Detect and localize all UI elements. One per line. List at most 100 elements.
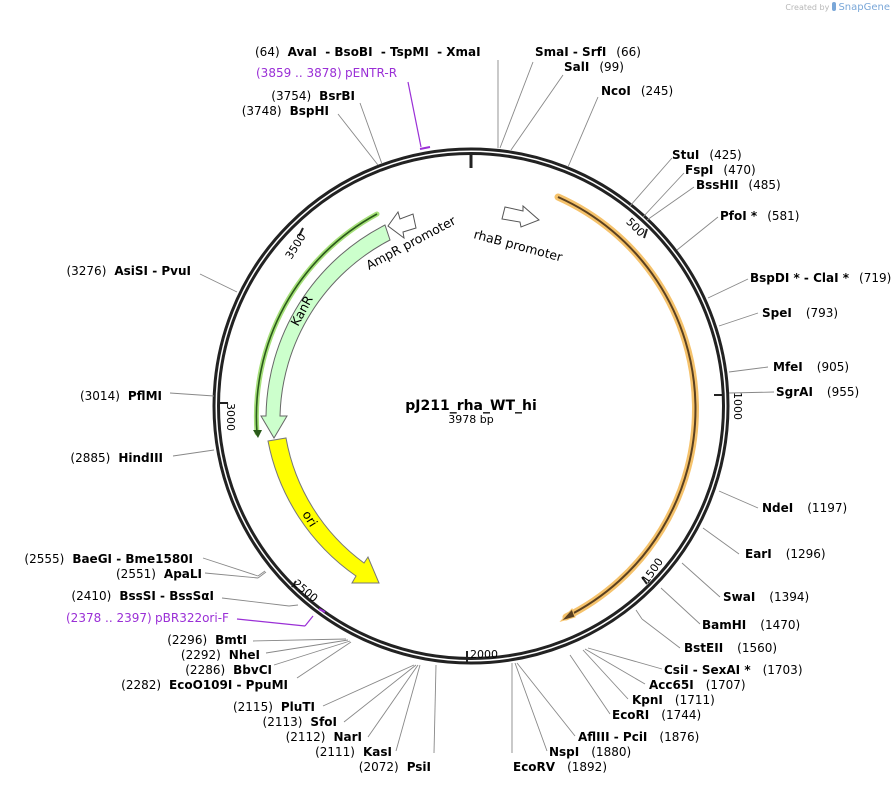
site-bsrbi[interactable]: (3754) BsrBI: [271, 89, 355, 103]
site-ndei[interactable]: NdeI (1197): [762, 501, 847, 515]
svg-text:NcoI(245): NcoI (245): [601, 84, 673, 98]
site-bsshii[interactable]: BssHII (485): [696, 178, 781, 192]
svg-text:(3276)AsiSI - PvuI: (3276) AsiSI - PvuI: [66, 264, 191, 278]
site-psii[interactable]: (2072) PsiI: [359, 760, 431, 774]
site-pluti[interactable]: (2115) PluTI: [233, 700, 315, 714]
svg-text:EcoRV(1892): EcoRV (1892): [513, 760, 607, 774]
site-nspi[interactable]: NspI (1880): [549, 745, 631, 759]
primer-pbr322-range: (2378 .. 2397): [66, 611, 152, 625]
site-sgrai[interactable]: SgrAI (955): [776, 385, 859, 399]
svg-text:(2551)ApaLI: (2551) ApaLI: [116, 567, 202, 581]
site-sali[interactable]: SalI (99): [564, 60, 624, 74]
site-pflmi[interactable]: (3014) PflMI: [80, 389, 162, 403]
svg-text:StuI(425): StuI (425): [672, 148, 742, 162]
tick-2000: 2000: [470, 648, 498, 661]
site-ecorv[interactable]: EcoRV (1892): [513, 760, 607, 774]
svg-text:BspDI * - ClaI *(719): BspDI * - ClaI * (719): [750, 271, 891, 285]
svg-text:(2115)PluTI: (2115) PluTI: [233, 700, 315, 714]
svg-text:SpeI(793): SpeI (793): [762, 306, 838, 320]
svg-text:SwaI(1394): SwaI (1394): [723, 590, 809, 604]
svg-text:MfeI(905): MfeI (905): [773, 360, 849, 374]
primer-pentr-r[interactable]: (3859 .. 3878) pENTR-R: [256, 66, 431, 150]
backbone-ring: [212, 147, 730, 665]
site-sfoi[interactable]: (2113) SfoI: [263, 715, 337, 729]
svg-text:SmaI - SrfI(66): SmaI - SrfI (66): [535, 45, 641, 59]
svg-text:(2112)NarI: (2112) NarI: [286, 730, 362, 744]
svg-text:KpnI(1711): KpnI (1711): [632, 693, 715, 707]
svg-text:PfoI *(581): PfoI * (581): [720, 209, 799, 223]
site-csii-sexai[interactable]: CsiI - SexAI * (1703): [664, 663, 803, 677]
site-smai[interactable]: SmaI - SrfI (66): [535, 45, 641, 59]
site-spei[interactable]: SpeI (793): [762, 306, 838, 320]
site-nari[interactable]: (2112) NarI: [286, 730, 362, 744]
site-avai[interactable]: (64) AvaI - BsoBI - TspMI - XmaI: [255, 45, 481, 59]
svg-text:EcoRI(1744): EcoRI (1744): [612, 708, 701, 722]
plasmid-length: 3978 bp: [448, 413, 493, 426]
site-bsteii[interactable]: BstEII (1560): [684, 641, 777, 655]
svg-text:(2286)BbvCI: (2286) BbvCI: [185, 663, 272, 677]
svg-text:NdeI(1197): NdeI (1197): [762, 501, 847, 515]
site-hindiii[interactable]: (2885) HindIII: [70, 451, 163, 465]
site-stui[interactable]: StuI (425): [672, 148, 742, 162]
site-kpni[interactable]: KpnI (1711): [632, 693, 715, 707]
site-bspdi-clai[interactable]: BspDI * - ClaI * (719): [750, 271, 891, 285]
site-bbvci[interactable]: (2286) BbvCI: [185, 663, 272, 677]
credit-brand: SnapGene: [838, 2, 890, 13]
site-eari[interactable]: EarI (1296): [745, 547, 826, 561]
svg-text:EarI(1296): EarI (1296): [745, 547, 826, 561]
snapgene-logo-icon: [831, 2, 836, 11]
site-apali[interactable]: (2551) ApaLI: [116, 567, 202, 581]
svg-text:FspI(470): FspI (470): [685, 163, 756, 177]
svg-text:(64)AvaI - BsoBI - TspMI -: (64) AvaI - BsoBI - TspMI - XmaI: [255, 45, 481, 59]
rhab-promoter-label: rhaB promoter: [472, 226, 565, 264]
site-asisi-pvui[interactable]: (3276) AsiSI - PvuI: [66, 264, 191, 278]
credit-prefix: Created by: [785, 3, 830, 12]
site-ecori[interactable]: EcoRI (1744): [612, 708, 701, 722]
site-pfoi[interactable]: PfoI * (581): [720, 209, 799, 223]
primer-pbr322ori-f[interactable]: (2378 .. 2397) pBR322ori-F: [66, 608, 326, 627]
svg-text:(2072)PsiI: (2072) PsiI: [359, 760, 431, 774]
svg-text:BamHI(1470): BamHI (1470): [702, 618, 800, 632]
site-mfei[interactable]: MfeI (905): [773, 360, 849, 374]
kanr-outer-arc: [253, 211, 380, 438]
rhaB-cds-arrow[interactable]: [554, 193, 699, 622]
site-ecoo109i-ppumi[interactable]: (2282) EcoO109I - PpuMI: [121, 678, 288, 692]
site-bsphi[interactable]: (3748) BspHI: [242, 104, 329, 118]
site-ncoi[interactable]: NcoI (245): [601, 84, 673, 98]
svg-text:AflIII - PciI(1876): AflIII - PciI (1876): [578, 730, 699, 744]
site-acc65i[interactable]: Acc65I (1707): [649, 678, 746, 692]
svg-text:(2410)BssSI - BssSαI: (2410) BssSI - BssSαI: [71, 589, 214, 603]
svg-text:(3014)PflMI: (3014) PflMI: [80, 389, 162, 403]
svg-text:Acc65I(1707): Acc65I (1707): [649, 678, 746, 692]
site-baegi-bme1580i[interactable]: (2555) BaeGI - Bme1580I: [24, 552, 193, 566]
plasmid-name: pJ211_rha_WT_hi: [405, 398, 537, 414]
tick-3000: 3000: [224, 403, 237, 431]
primer-pbr322-name: pBR322ori-F: [155, 611, 229, 625]
svg-text:(2885)HindIII: (2885) HindIII: [70, 451, 163, 465]
ori-label: ori: [299, 508, 320, 530]
snapgene-credit: Created by SnapGene: [785, 2, 890, 13]
site-leader-lines: [169, 60, 775, 754]
site-bsssi[interactable]: (2410) BssSI - BssSαI: [71, 589, 214, 603]
site-fspi[interactable]: FspI (470): [685, 163, 756, 177]
svg-text:BssHII(485): BssHII (485): [696, 178, 781, 192]
site-swai[interactable]: SwaI (1394): [723, 590, 809, 604]
primer-pentr-r-range: (3859 .. 3878): [256, 66, 342, 80]
svg-text:SgrAI(955): SgrAI (955): [776, 385, 859, 399]
svg-text:NspI(1880): NspI (1880): [549, 745, 631, 759]
svg-text:(2282)EcoO109I - PpuMI: (2282) EcoO109I - PpuMI: [121, 678, 288, 692]
svg-text:CsiI - SexAI *(1703): CsiI - SexAI * (1703): [664, 663, 803, 677]
rhab-promoter-arrow[interactable]: rhaB promoter: [472, 204, 565, 265]
ori-feature[interactable]: ori: [267, 437, 380, 584]
site-afliii-pcii[interactable]: AflIII - PciI (1876): [578, 730, 699, 744]
site-bamhi[interactable]: BamHI (1470): [702, 618, 800, 632]
site-kasi[interactable]: (2111) KasI: [315, 745, 392, 759]
site-nhei[interactable]: (2292) NheI: [181, 648, 260, 662]
site-bmti[interactable]: (2296) BmtI: [167, 633, 247, 647]
tick-1000: 1000: [731, 392, 744, 420]
svg-text:(3754)BsrBI: (3754) BsrBI: [271, 89, 355, 103]
svg-text:(2555)BaeGI - Bme1580I: (2555) BaeGI - Bme1580I: [24, 552, 193, 566]
restriction-site-labels: (64) AvaI - BsoBI - TspMI - XmaI SmaI - S…: [24, 45, 891, 774]
svg-text:(2111)KasI: (2111) KasI: [315, 745, 392, 759]
